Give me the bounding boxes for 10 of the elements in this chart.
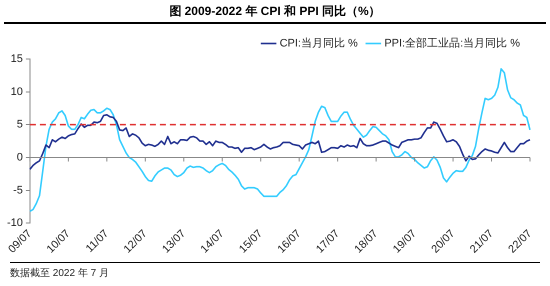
y-tick-label: 15 — [10, 53, 23, 66]
legend-label: CPI:当月同比 % — [280, 36, 358, 50]
y-tick-label: 5 — [16, 118, 23, 131]
y-tick-label: 0 — [16, 152, 23, 164]
text: 数据截至 2022 年 7 月 — [10, 262, 540, 280]
y-tick-label: -10 — [6, 217, 23, 230]
y-tick-label: -5 — [13, 184, 23, 196]
legend-label: PPI:全部工业品:当月同比 % — [384, 36, 520, 50]
y-tick-label: 10 — [10, 86, 23, 98]
chart-title: 图 2009-2022 年 CPI 和 PPI 同比（%） — [4, 0, 546, 24]
